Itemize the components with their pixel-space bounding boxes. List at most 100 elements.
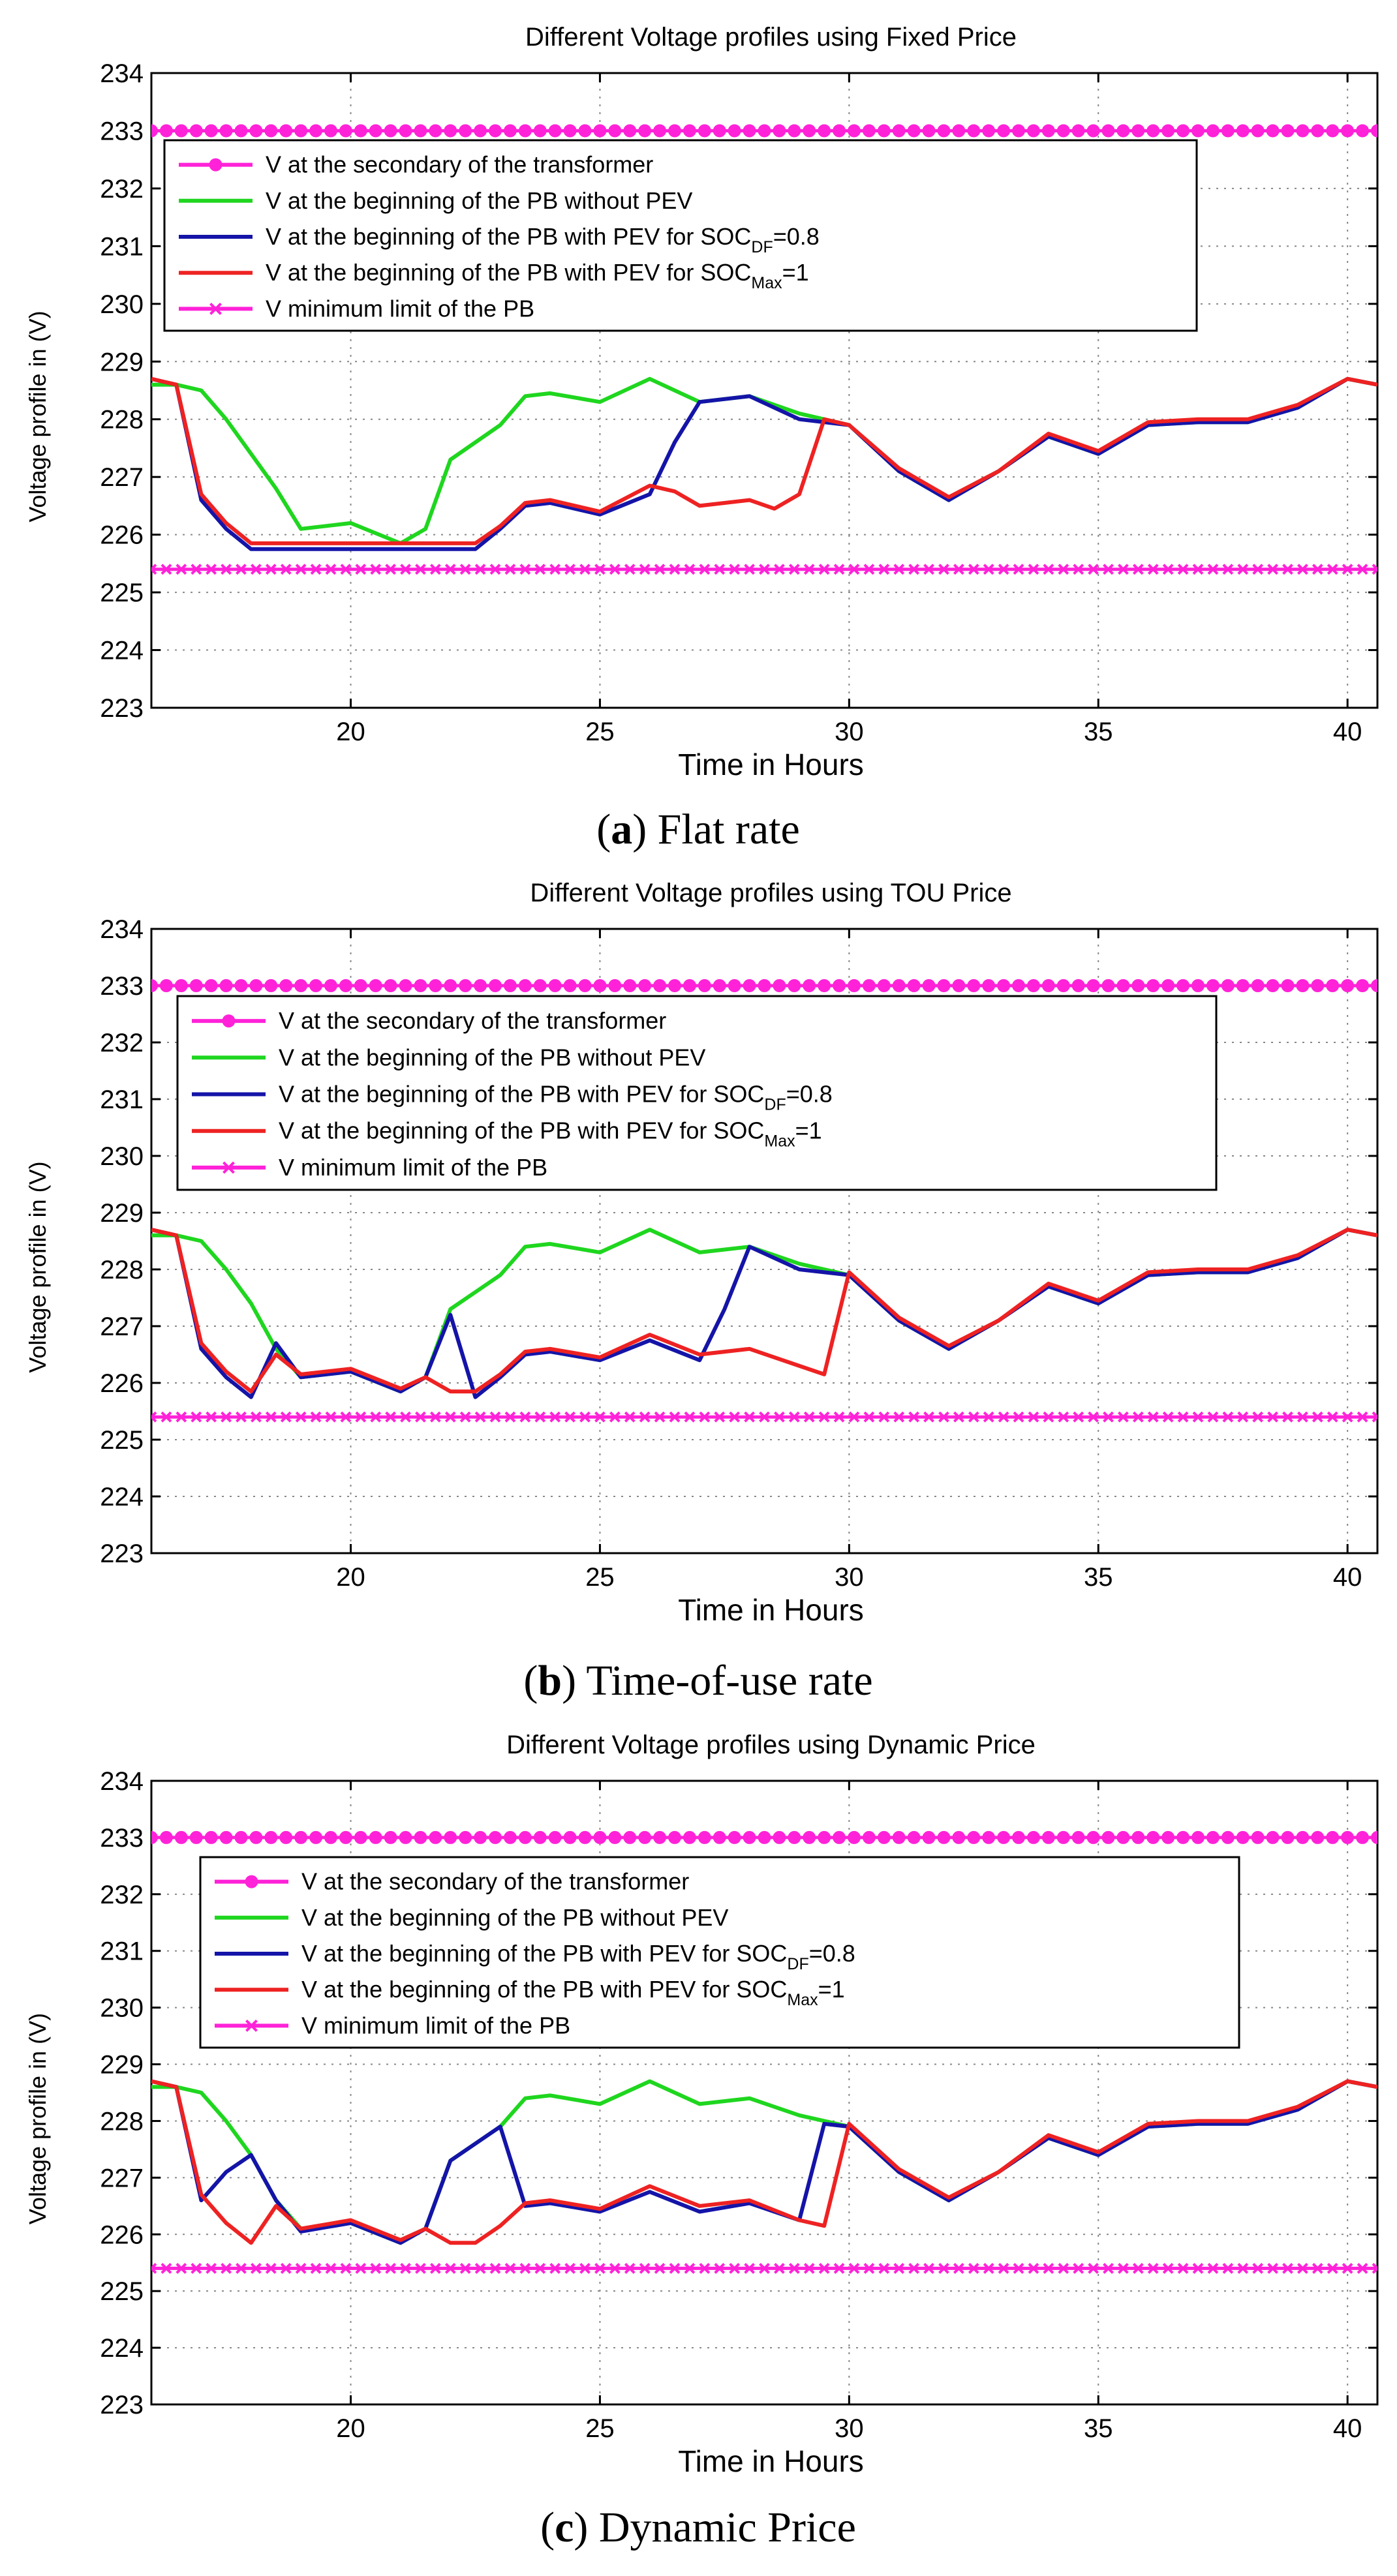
marker-cross [729,2263,741,2274]
marker-cross [579,2263,591,2274]
x-tick-label: 30 [835,1563,864,1592]
marker-circle [563,1830,577,1844]
x-axis-label: Time in Hours [678,2444,864,2478]
y-axis-label: Voltage profile in (V) [24,1161,51,1372]
marker-cross [699,564,711,575]
marker-circle [1266,979,1280,992]
y-tick-label: 234 [100,1767,144,1796]
marker-circle [1101,979,1115,992]
marker-cross [221,2263,232,2274]
marker-cross [818,1411,830,1423]
marker-circle [399,124,412,138]
marker-cross [489,1411,501,1423]
marker-circle [1236,1830,1250,1844]
marker-cross [1147,564,1159,575]
series-line-3 [151,1228,1377,1399]
marker-cross [998,1411,1009,1423]
marker-cross [1043,1411,1054,1423]
marker-circle [698,124,711,138]
marker-cross [534,2263,546,2274]
marker-circle [728,979,741,992]
marker-circle [758,124,771,138]
marker-cross [938,564,949,575]
marker-cross [624,2263,636,2274]
marker-circle [773,979,786,992]
marker-cross [1073,1411,1084,1423]
x-tick-label: 40 [1333,2414,1362,2443]
marker-cross [729,1411,741,1423]
marker-circle [563,979,577,992]
marker-circle [279,124,293,138]
marker-cross [833,1411,845,1423]
marker-circle [1371,1830,1377,1844]
series-group [151,979,1377,1423]
marker-cross [699,2263,711,2274]
marker-circle [608,124,622,138]
marker-circle [758,1830,771,1844]
marker-cross [280,2263,292,2274]
marker-cross [654,1411,666,1423]
marker-cross [654,564,666,575]
marker-circle [414,124,427,138]
marker-circle [803,124,816,138]
marker-cross [1058,1411,1069,1423]
marker-cross [370,1411,382,1423]
legend-marker-circle [209,158,223,172]
marker-circle [548,1830,562,1844]
marker-cross [788,564,800,575]
marker-cross [265,564,277,575]
marker-cross [221,1411,232,1423]
y-tick-label: 230 [100,1994,144,2023]
marker-circle [249,124,263,138]
marker-cross [773,564,785,575]
marker-cross [1297,564,1308,575]
marker-circle [1176,1830,1190,1844]
marker-circle [563,124,577,138]
marker-cross [1267,1411,1279,1423]
legend-box [176,995,1218,1191]
marker-cross [1372,564,1377,575]
legend-label-2: V at the beginning of the PB without PEV [266,187,692,214]
marker-circle [279,1830,293,1844]
marker-cross [714,564,726,575]
marker-circle [1131,1830,1145,1844]
marker-circle [219,979,233,992]
marker-cross [1162,564,1174,575]
marker-circle [638,124,652,138]
marker-cross [1013,564,1024,575]
marker-cross [609,1411,621,1423]
marker-circle [324,979,337,992]
marker-cross [923,564,934,575]
marker-circle [459,1830,472,1844]
marker-cross [1252,564,1264,575]
marker-circle [1251,1830,1265,1844]
marker-cross [444,564,456,575]
marker-cross [265,2263,277,2274]
marker-cross [191,564,202,575]
marker-circle [1326,124,1340,138]
marker-cross [1327,2263,1338,2274]
y-axis-label: Voltage profile in (V) [24,311,51,522]
marker-cross [1162,2263,1174,2274]
y-tick-label: 223 [100,2391,144,2419]
marker-cross [1252,2263,1264,2274]
x-tick-label: 25 [585,1563,615,1592]
marker-circle [1251,979,1265,992]
marker-circle [862,124,876,138]
marker-circle [1146,979,1160,992]
x-tick-label: 30 [835,718,864,746]
marker-circle [847,1830,861,1844]
marker-circle [967,1830,981,1844]
marker-circle [833,979,846,992]
marker-cross [908,564,920,575]
y-tick-label: 230 [100,1142,144,1171]
marker-cross [1132,564,1144,575]
marker-circle [459,979,472,992]
marker-circle [1356,979,1370,992]
y-tick-label: 228 [100,1256,144,1284]
marker-circle [189,979,203,992]
marker-cross [1372,2263,1377,2274]
y-tick-label: 227 [100,1312,144,1341]
marker-cross [1222,2263,1234,2274]
